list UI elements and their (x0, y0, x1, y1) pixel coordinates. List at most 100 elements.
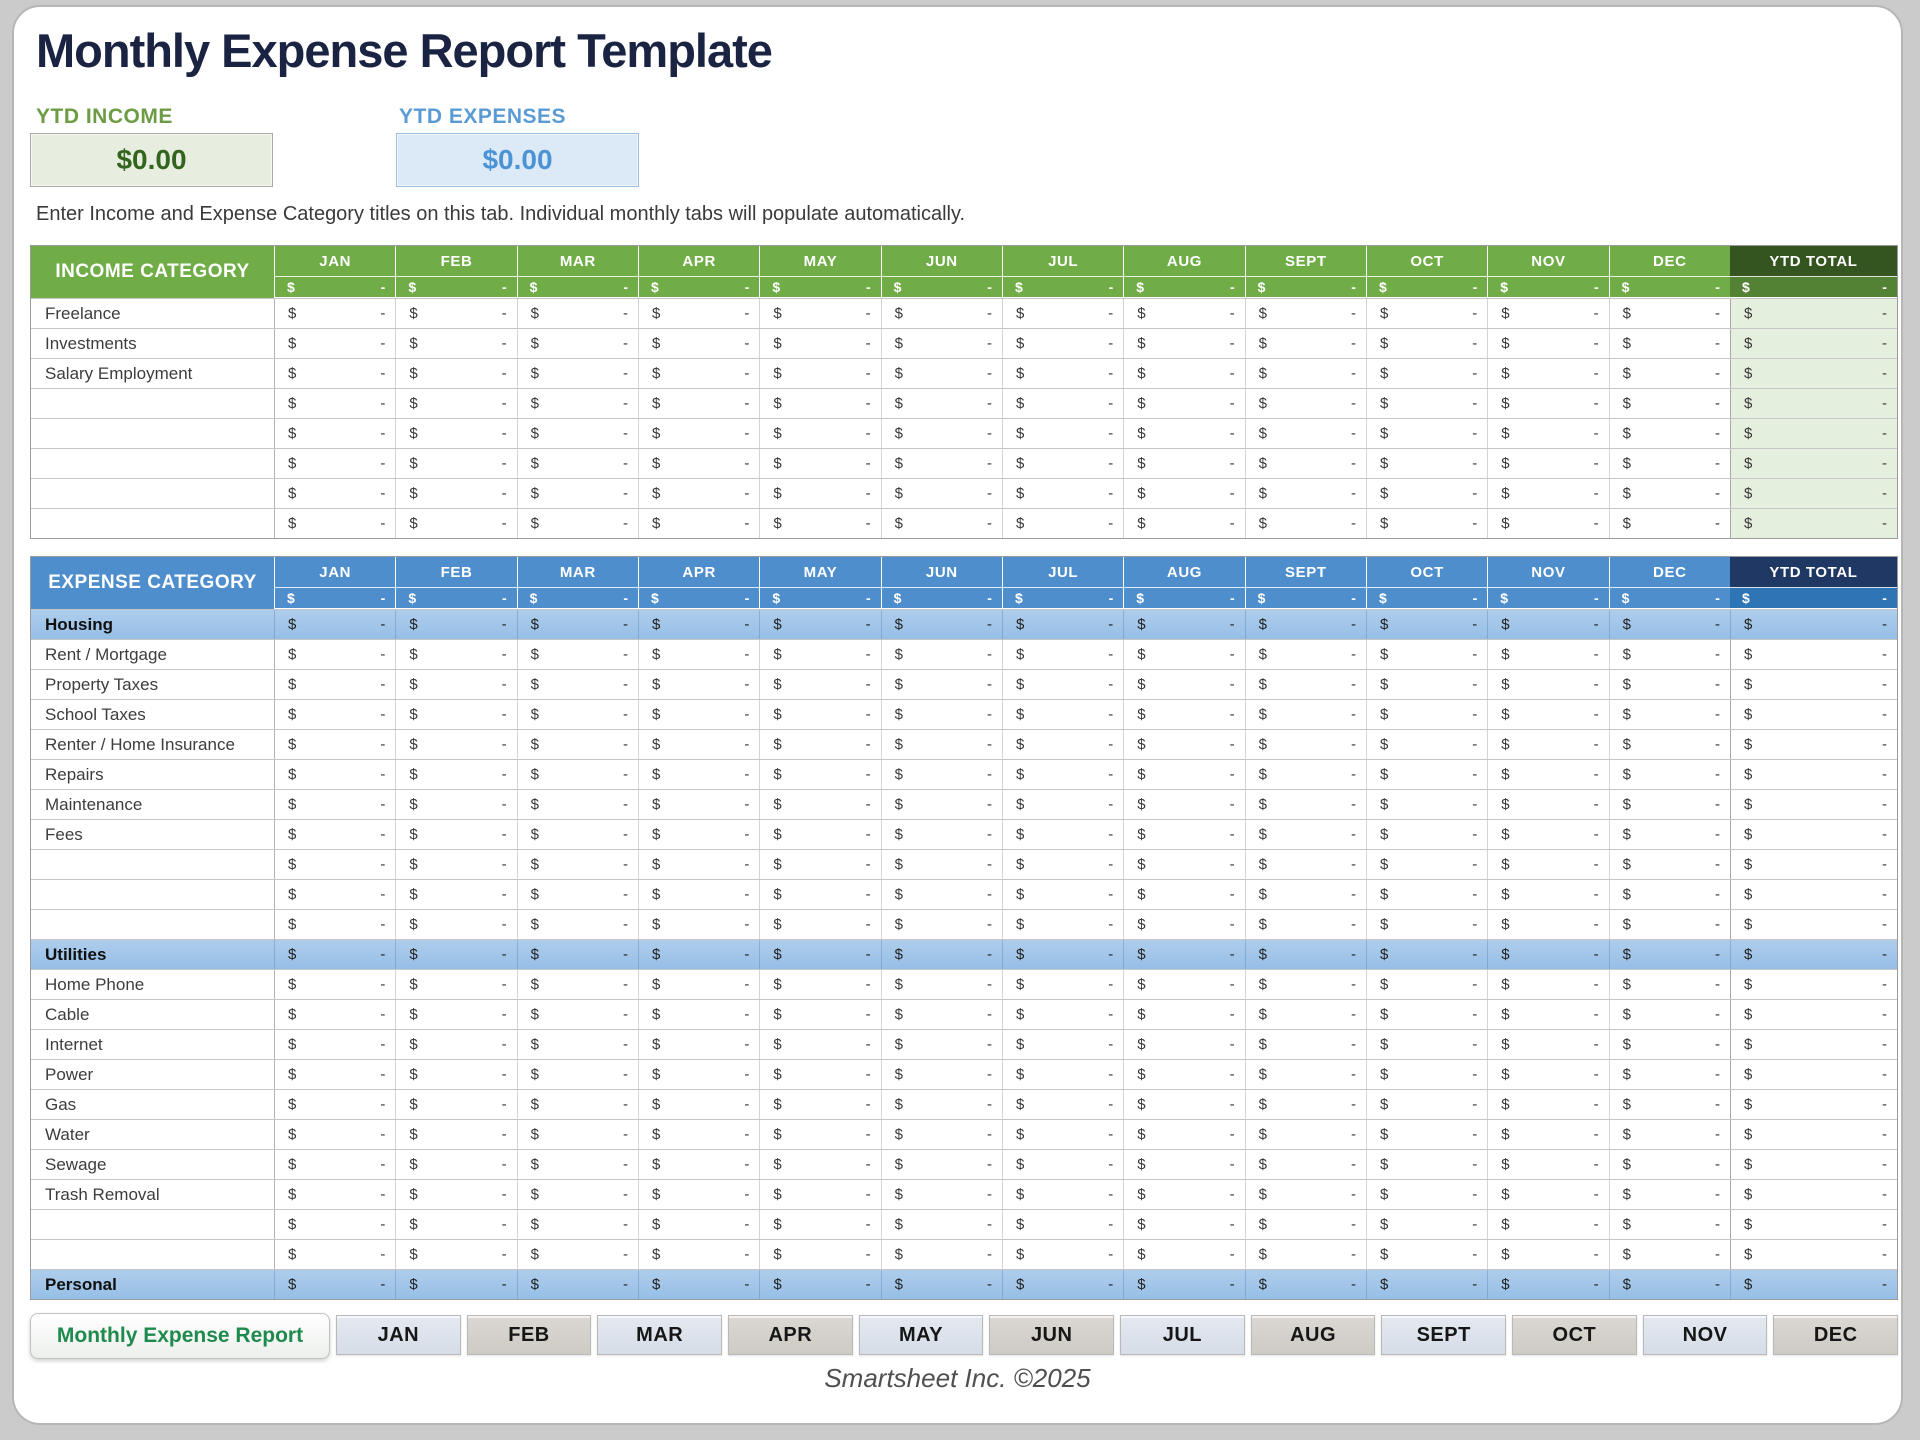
category-cell[interactable]: Freelance (45, 303, 121, 323)
amount-cell-aug[interactable]: $ - (1123, 610, 1244, 639)
amount-cell-oct[interactable]: $ - (1365, 419, 1487, 448)
amount-cell-nov[interactable]: $ - (1487, 940, 1608, 969)
amount-cell-jul[interactable]: $ - (1001, 479, 1123, 508)
amount-cell-nov[interactable]: $ - (1487, 640, 1608, 669)
amount-cell-dec[interactable]: $ - (1608, 419, 1730, 448)
amount-cell-nov[interactable]: $ - (1487, 1120, 1608, 1149)
amount-cell-mar[interactable]: $ - (516, 910, 638, 939)
amount-cell-aug[interactable]: $ - (1123, 940, 1244, 969)
tab-jul[interactable]: JUL (1120, 1315, 1245, 1355)
amount-cell-ytd-total[interactable]: $ - (1729, 1120, 1897, 1149)
amount-cell-dec[interactable]: $ - (1608, 1090, 1730, 1119)
amount-cell-jul[interactable]: $ - (1001, 910, 1123, 939)
category-cell[interactable]: Maintenance (45, 794, 143, 814)
category-cell[interactable] (31, 449, 274, 478)
amount-cell-jan[interactable]: $ - (274, 640, 395, 669)
amount-cell-mar[interactable]: $ - (516, 1120, 638, 1149)
amount-cell-mar[interactable]: $ - (516, 670, 638, 699)
amount-cell-nov[interactable]: $ - (1487, 1060, 1608, 1089)
amount-cell-ytd-total[interactable]: $ - (1729, 1000, 1897, 1029)
amount-cell-jul[interactable]: $ - (1001, 940, 1123, 969)
amount-cell-feb[interactable]: $ - (395, 700, 516, 729)
amount-cell-jan[interactable]: $ - (274, 790, 395, 819)
amount-cell-mar[interactable]: $ - (516, 760, 638, 789)
amount-cell-apr[interactable]: $ - (637, 760, 759, 789)
amount-cell-jan[interactable]: $ - (274, 329, 395, 358)
amount-cell-jun[interactable]: $ - (880, 1090, 1002, 1119)
tab-sept[interactable]: SEPT (1381, 1315, 1507, 1355)
amount-cell-aug[interactable]: $ - (1123, 1180, 1244, 1209)
amount-cell-apr[interactable]: $ - (637, 910, 759, 939)
category-cell[interactable] (31, 880, 274, 909)
tab-oct[interactable]: OCT (1512, 1315, 1637, 1355)
category-cell[interactable]: Personal (45, 1274, 117, 1294)
amount-cell-ytd-total[interactable]: $ - (1729, 449, 1897, 478)
amount-cell-feb[interactable]: $ - (395, 730, 516, 759)
amount-cell-may[interactable]: $ - (759, 760, 880, 789)
amount-cell-aug[interactable]: $ - (1123, 449, 1244, 478)
amount-cell-ytd-total[interactable]: $ - (1729, 1090, 1897, 1119)
amount-cell-oct[interactable]: $ - (1365, 299, 1487, 328)
amount-cell-dec[interactable]: $ - (1608, 880, 1730, 909)
amount-cell-mar[interactable]: $ - (516, 1240, 638, 1269)
amount-cell-mar[interactable]: $ - (516, 970, 638, 999)
amount-cell-mar[interactable]: $ - (516, 1030, 638, 1059)
amount-cell-aug[interactable]: $ - (1123, 640, 1244, 669)
amount-cell-dec[interactable]: $ - (1608, 670, 1730, 699)
amount-cell-nov[interactable]: $ - (1487, 359, 1608, 388)
amount-cell-apr[interactable]: $ - (637, 1060, 759, 1089)
amount-cell-jun[interactable]: $ - (880, 760, 1002, 789)
amount-cell-dec[interactable]: $ - (1608, 479, 1730, 508)
amount-cell-sept[interactable]: $ - (1244, 730, 1366, 759)
amount-cell-jul[interactable]: $ - (1001, 1030, 1123, 1059)
amount-cell-oct[interactable]: $ - (1365, 790, 1487, 819)
amount-cell-may[interactable]: $ - (759, 970, 880, 999)
tab-may[interactable]: MAY (858, 1315, 984, 1355)
amount-cell-sept[interactable]: $ - (1244, 299, 1366, 328)
amount-cell-apr[interactable]: $ - (637, 1210, 759, 1239)
amount-cell-jan[interactable]: $ - (274, 449, 395, 478)
amount-cell-ytd-total[interactable]: $ - (1729, 730, 1897, 759)
amount-cell-aug[interactable]: $ - (1123, 1060, 1244, 1089)
amount-cell-jan[interactable]: $ - (274, 880, 395, 909)
amount-cell-oct[interactable]: $ - (1365, 1150, 1487, 1179)
amount-cell-sept[interactable]: $ - (1244, 509, 1366, 538)
amount-cell-feb[interactable]: $ - (395, 760, 516, 789)
amount-cell-jan[interactable]: $ - (274, 700, 395, 729)
amount-cell-mar[interactable]: $ - (516, 820, 638, 849)
amount-cell-mar[interactable]: $ - (516, 850, 638, 879)
category-cell[interactable]: Trash Removal (45, 1184, 160, 1204)
amount-cell-aug[interactable]: $ - (1123, 790, 1244, 819)
amount-cell-nov[interactable]: $ - (1487, 1240, 1608, 1269)
amount-cell-jul[interactable]: $ - (1001, 359, 1123, 388)
amount-cell-apr[interactable]: $ - (637, 940, 759, 969)
amount-cell-jul[interactable]: $ - (1001, 1180, 1123, 1209)
amount-cell-sept[interactable]: $ - (1244, 700, 1366, 729)
amount-cell-aug[interactable]: $ - (1123, 359, 1244, 388)
amount-cell-nov[interactable]: $ - (1487, 449, 1608, 478)
amount-cell-jun[interactable]: $ - (880, 1120, 1002, 1149)
amount-cell-may[interactable]: $ - (759, 850, 880, 879)
amount-cell-ytd-total[interactable]: $ - (1729, 329, 1897, 358)
amount-cell-may[interactable]: $ - (759, 1210, 880, 1239)
amount-cell-aug[interactable]: $ - (1123, 910, 1244, 939)
amount-cell-jan[interactable]: $ - (274, 1270, 395, 1299)
amount-cell-nov[interactable]: $ - (1487, 419, 1608, 448)
amount-cell-sept[interactable]: $ - (1244, 1030, 1366, 1059)
category-cell[interactable] (31, 389, 274, 418)
amount-cell-sept[interactable]: $ - (1244, 1270, 1366, 1299)
amount-cell-oct[interactable]: $ - (1365, 970, 1487, 999)
amount-cell-jan[interactable]: $ - (274, 1060, 395, 1089)
amount-cell-apr[interactable]: $ - (637, 419, 759, 448)
amount-cell-dec[interactable]: $ - (1608, 359, 1730, 388)
amount-cell-mar[interactable]: $ - (516, 1150, 638, 1179)
amount-cell-aug[interactable]: $ - (1123, 389, 1244, 418)
amount-cell-mar[interactable]: $ - (516, 359, 638, 388)
amount-cell-sept[interactable]: $ - (1244, 970, 1366, 999)
amount-cell-oct[interactable]: $ - (1365, 730, 1487, 759)
amount-cell-sept[interactable]: $ - (1244, 820, 1366, 849)
amount-cell-dec[interactable]: $ - (1608, 299, 1730, 328)
amount-cell-feb[interactable]: $ - (395, 299, 516, 328)
amount-cell-jun[interactable]: $ - (880, 1150, 1002, 1179)
amount-cell-nov[interactable]: $ - (1487, 389, 1608, 418)
